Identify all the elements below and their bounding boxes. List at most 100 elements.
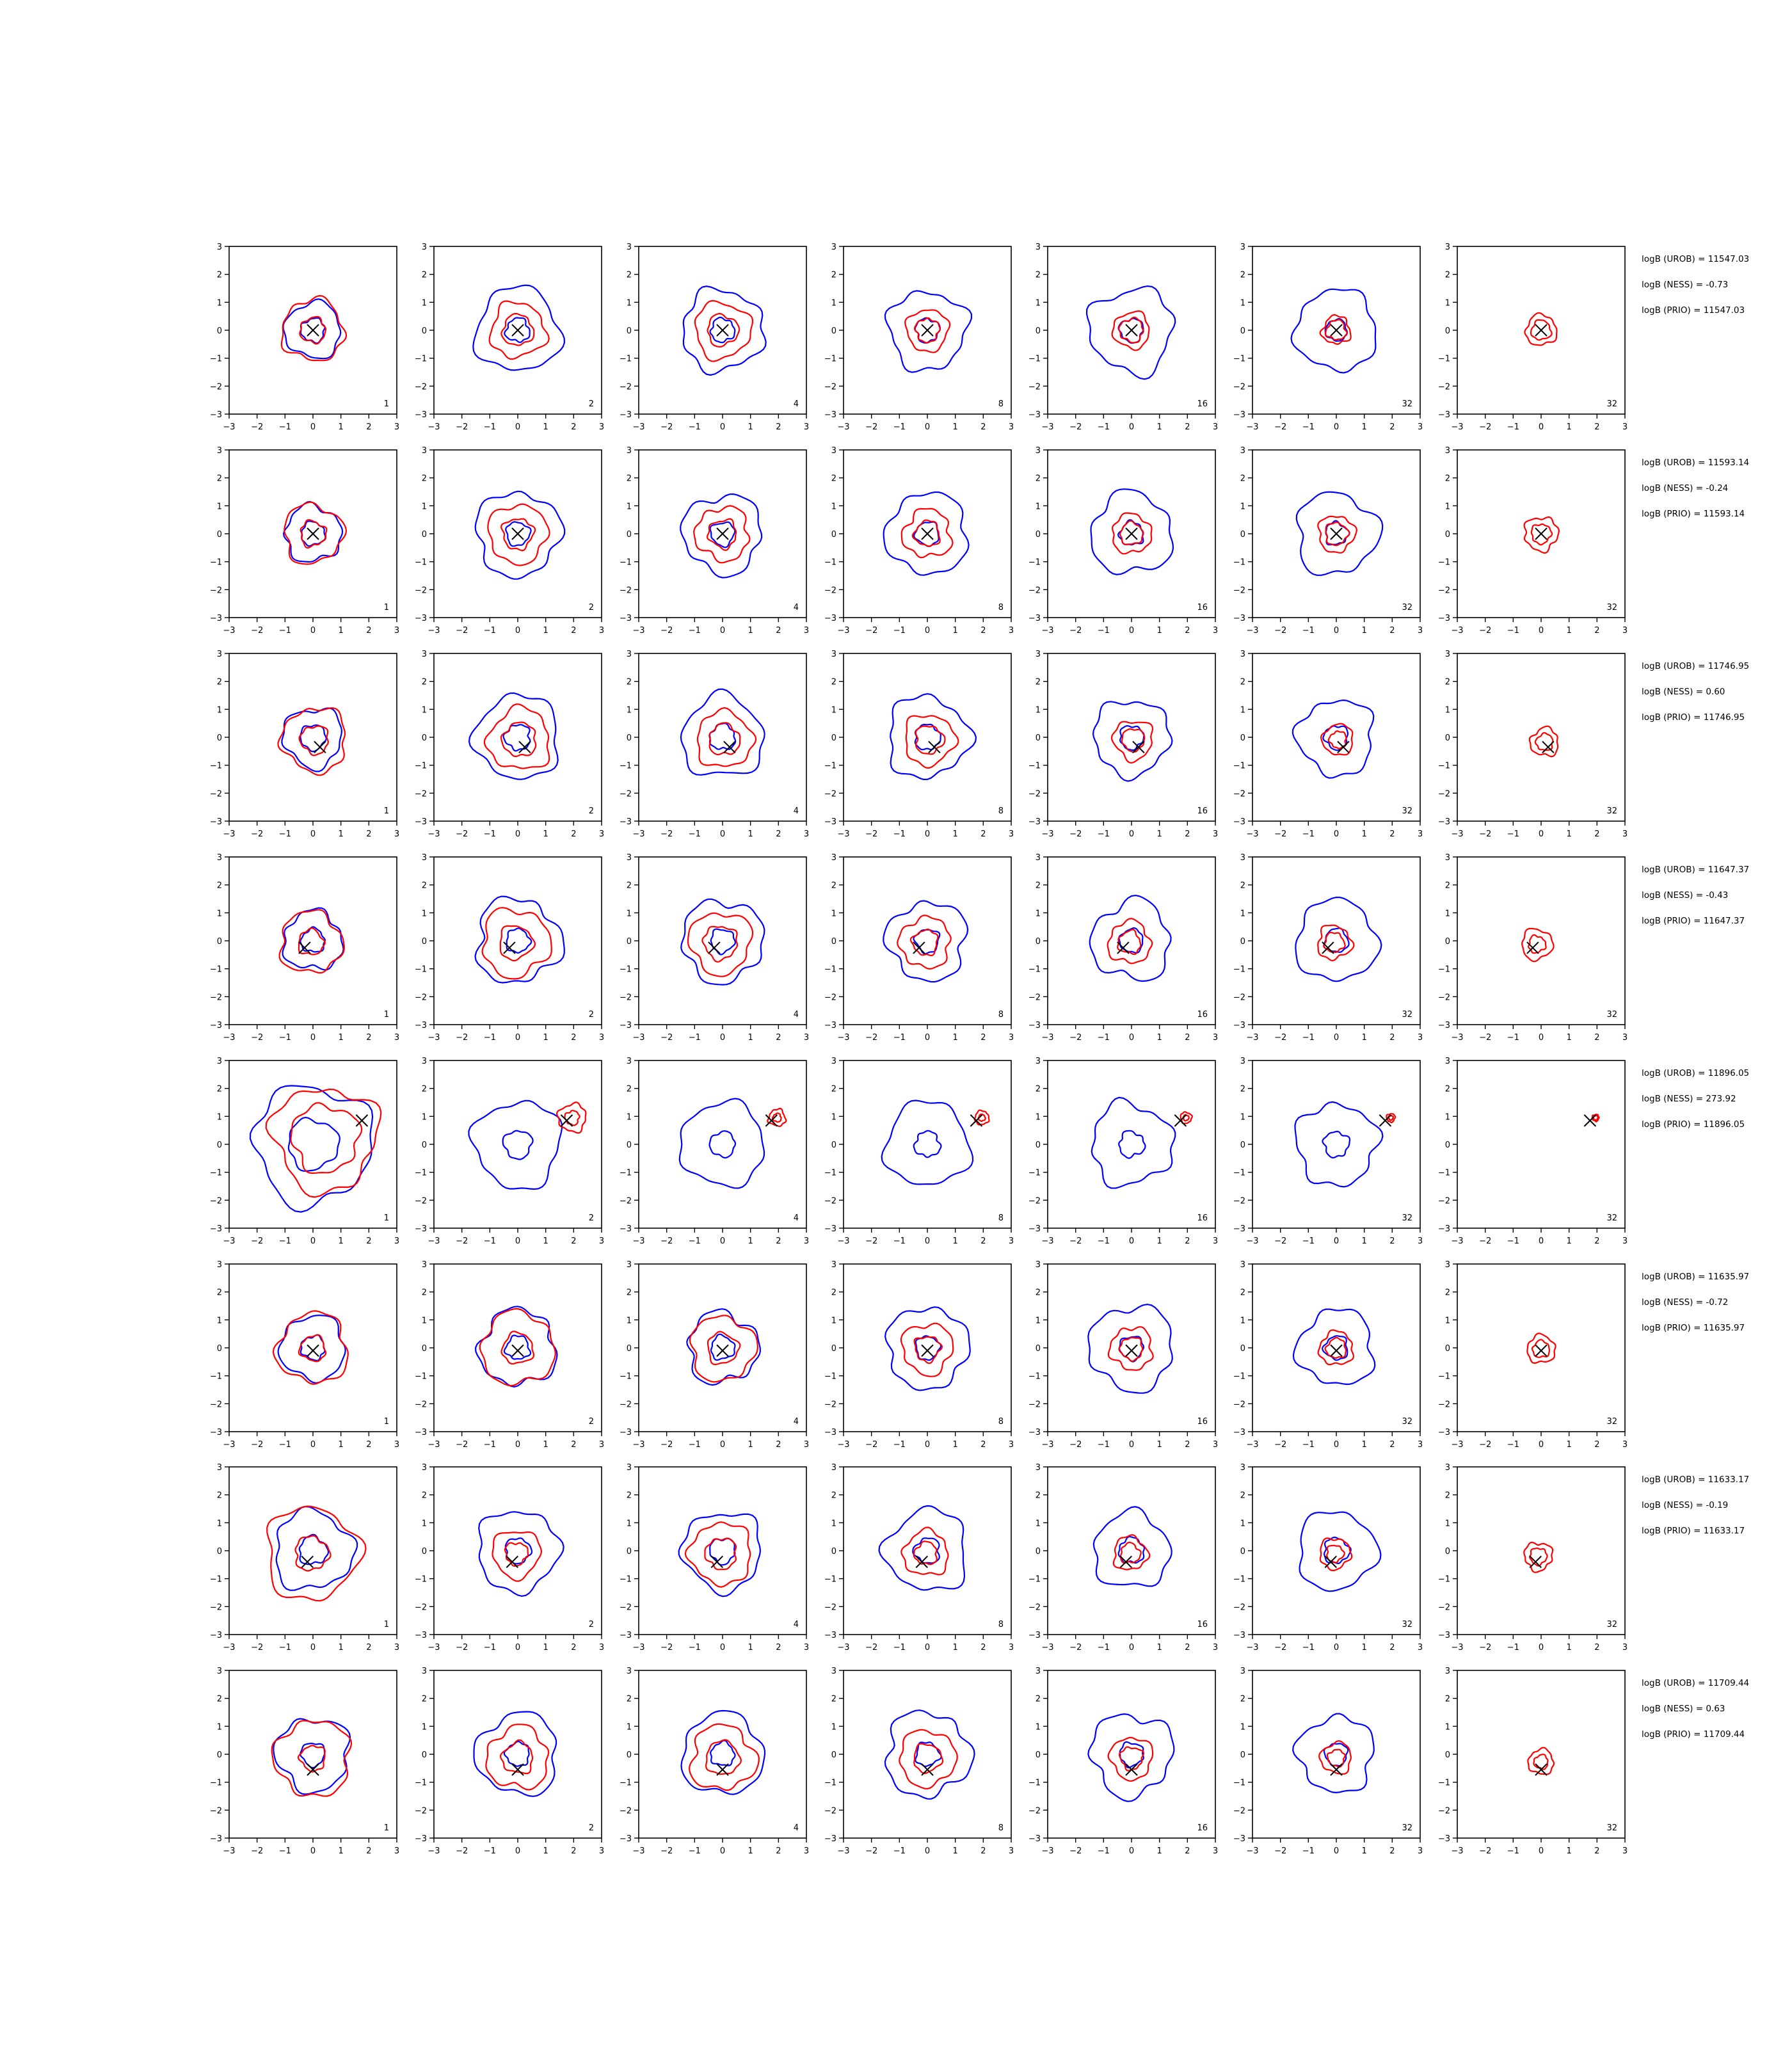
y-tick-label: −3 [1438, 1428, 1450, 1437]
y-tick-label: −1 [210, 1575, 222, 1585]
panel-r6-c2: −3−3 −2 −2 −1 −1 0 0 1 1 2 2 3 3 2 [415, 1260, 604, 1450]
x-tick-label: −2 [251, 626, 263, 636]
x-tick-label: 0 [720, 1643, 725, 1652]
truth-marker [921, 1763, 934, 1776]
truth-marker [765, 1114, 778, 1127]
x-tick-label: −3 [1041, 1236, 1053, 1246]
red-contour [1530, 319, 1553, 341]
x-tick-label: 1 [543, 1236, 548, 1246]
y-tick-label: −2 [1233, 1806, 1245, 1816]
x-tick-label: 1 [1362, 626, 1367, 636]
y-tick-label: 3 [422, 1667, 427, 1676]
blue-contour [468, 1100, 563, 1190]
blue-contour [913, 1130, 942, 1158]
y-tick-label: −3 [1233, 410, 1245, 420]
y-tick-label: 3 [831, 243, 836, 252]
x-tick-label: 0 [515, 1236, 520, 1246]
truth-marker [921, 1344, 934, 1357]
x-tick-label: 1 [748, 1236, 753, 1246]
x-tick-label: 2 [776, 1846, 781, 1856]
panel-annotation: 32 [1606, 1620, 1617, 1629]
x-tick-label: 1 [748, 1846, 753, 1856]
x-tick-label: 2 [366, 1643, 371, 1652]
blue-contour [884, 1709, 975, 1800]
x-tick-label: −1 [279, 1643, 291, 1652]
y-tick-label: −3 [620, 410, 632, 420]
x-tick-label: −3 [837, 1236, 849, 1246]
x-tick-label: −2 [865, 1236, 877, 1246]
x-tick-label: 0 [1539, 626, 1544, 636]
blue-contour [1290, 288, 1377, 374]
y-tick-label: −1 [620, 965, 632, 975]
red-contour [1119, 1541, 1142, 1564]
axes-frame [1252, 1263, 1421, 1432]
y-tick-label: −3 [620, 1428, 632, 1437]
y-tick-label: −2 [824, 993, 836, 1002]
y-tick-label: 3 [217, 650, 222, 659]
y-tick-label: 2 [831, 1695, 836, 1704]
x-tick-label: −3 [1246, 1033, 1258, 1043]
blue-contour [913, 929, 941, 955]
y-tick-label: 0 [1240, 326, 1245, 336]
y-tick-label: 2 [1445, 678, 1450, 687]
y-tick-label: 2 [1445, 1288, 1450, 1298]
red-contour [705, 1739, 742, 1775]
y-tick-label: 0 [422, 1547, 427, 1556]
x-tick-label: 2 [571, 829, 576, 839]
blue-contour [890, 692, 977, 781]
y-tick-label: −2 [210, 1806, 222, 1816]
panel-annotation: 4 [794, 1823, 799, 1833]
y-tick-label: −2 [415, 789, 427, 799]
y-tick-label: −2 [415, 1196, 427, 1206]
x-tick-label: 2 [776, 1236, 781, 1246]
truth-marker [1119, 1555, 1132, 1569]
y-tick-label: 1 [422, 1722, 427, 1732]
panel-annotation: 8 [998, 1823, 1004, 1833]
y-tick-label: 2 [831, 1085, 836, 1094]
y-tick-label: −1 [620, 558, 632, 568]
x-tick-label: 1 [1567, 1846, 1572, 1856]
red-contour [704, 1537, 737, 1571]
y-tick-label: −2 [210, 586, 222, 595]
panel-annotation: 1 [384, 1010, 389, 1020]
x-tick-label: 0 [1129, 1846, 1134, 1856]
y-tick-label: 2 [1240, 1085, 1245, 1094]
red-contour [1317, 1329, 1355, 1366]
y-tick-label: −2 [1233, 382, 1245, 392]
y-tick-label: −2 [210, 382, 222, 392]
x-tick-label: 1 [1157, 422, 1162, 432]
axes-frame [843, 1670, 1012, 1839]
panel-annotation: 16 [1197, 1620, 1208, 1629]
y-tick-label: 3 [627, 1463, 632, 1473]
x-tick-label: 2 [776, 422, 781, 432]
red-contour [694, 300, 754, 362]
truth-marker [921, 324, 934, 337]
panel-annotation: 32 [1606, 1823, 1617, 1833]
x-tick-label: 0 [1334, 829, 1339, 839]
red-contour [1111, 512, 1153, 555]
axes-frame [638, 653, 807, 822]
red-contour [900, 1526, 949, 1576]
red-contour [913, 1336, 943, 1364]
x-tick-label: 1 [1362, 1236, 1367, 1246]
y-tick-label: 1 [422, 1112, 427, 1122]
panel-annotation: 1 [384, 806, 389, 816]
y-tick-label: −1 [824, 355, 836, 364]
x-tick-label: 1 [339, 1236, 344, 1246]
y-tick-label: 2 [1036, 1085, 1041, 1094]
logb-stat: logB (UROB) = 11746.95 [1642, 661, 1749, 671]
blue-contour [680, 898, 765, 986]
x-tick-label: −2 [660, 1643, 673, 1652]
y-tick-label: −1 [1438, 355, 1450, 364]
red-contour [294, 1535, 332, 1572]
panel-r2-c4: −3−3 −2 −2 −1 −1 0 0 1 1 2 2 3 3 8 [824, 446, 1014, 636]
blue-contour [502, 724, 531, 752]
x-tick-label: 3 [1622, 1440, 1628, 1450]
axes-frame [638, 1670, 807, 1839]
x-tick-label: −1 [1507, 829, 1519, 839]
x-tick-label: 1 [339, 1440, 344, 1450]
y-tick-label: 0 [831, 1547, 836, 1556]
y-tick-label: −3 [210, 410, 222, 420]
blue-contour [1092, 1506, 1172, 1587]
x-tick-label: −1 [484, 422, 496, 432]
